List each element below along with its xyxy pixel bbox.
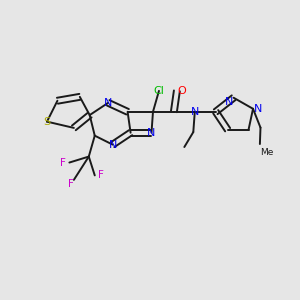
Text: O: O xyxy=(178,86,187,96)
Text: N: N xyxy=(109,140,117,150)
Text: N: N xyxy=(147,128,156,138)
Text: N: N xyxy=(225,97,233,107)
Text: Cl: Cl xyxy=(154,86,164,96)
Text: N: N xyxy=(104,98,112,108)
Text: F: F xyxy=(60,158,66,167)
Text: Me: Me xyxy=(260,148,273,157)
Text: N: N xyxy=(190,107,199,117)
Text: S: S xyxy=(44,117,50,127)
Text: N: N xyxy=(254,104,262,114)
Text: F: F xyxy=(98,170,104,180)
Text: F: F xyxy=(68,179,74,189)
